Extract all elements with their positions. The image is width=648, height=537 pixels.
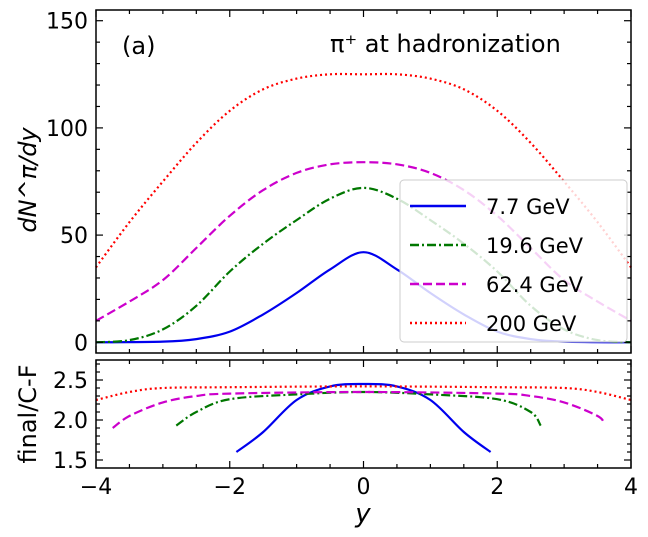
bottom-series-line-1 [175,390,542,427]
bottom-ticks-group: −4 −2 0 2 4 1.5 2.0 2.5 [53,360,638,500]
legend: 7.7 GeV 19.6 GeV 62.4 GeV 200 GeV [399,179,628,343]
top-y-tick-label: 150 [46,10,88,35]
panel-annotation: π⁺ at hadronization [330,30,561,58]
top-series-line-3 [95,72,632,268]
bottom-series-line-0 [235,382,492,453]
legend-items: 7.7 GeV 19.6 GeV 62.4 GeV 200 GeV [410,195,584,336]
legend-label-1: 19.6 GeV [486,234,584,258]
bottom-y-tick-label: 2.0 [53,409,88,434]
top-ticks-group: 0 50 100 150 [46,10,632,356]
legend-label-2: 62.4 GeV [486,273,584,297]
x-tick-label: 0 [357,475,371,500]
legend-label-0: 7.7 GeV [486,195,570,219]
x-axis-label: y [354,499,371,529]
bottom-series-group [95,382,632,453]
bottom-y-axis-label: final/C-F [14,364,42,463]
top-panel: 0 50 100 150 (a) π⁺ at hadronization dN^π/d… [14,9,632,356]
bottom-panel: −4 −2 0 2 4 1.5 2.0 2.5 final/C-F y [14,359,638,529]
top-y-axis-label: dN^π/dy [14,127,42,233]
x-tick-label: −2 [214,475,246,500]
top-series-line-1 [95,186,632,344]
top-y-tick-label: 50 [60,224,88,249]
bottom-y-tick-label: 1.5 [53,449,88,474]
top-y-tick-label: 100 [46,117,88,142]
bottom-y-tick-label: 2.5 [53,369,88,394]
legend-label-3: 200 GeV [486,312,577,336]
bottom-series-line-2 [112,390,606,429]
panel-label: (a) [122,32,155,60]
x-tick-label: −4 [80,475,112,500]
top-y-tick-label: 0 [74,331,88,356]
x-tick-label: 2 [490,475,504,500]
legend-box [399,179,628,343]
x-tick-label: 4 [624,475,638,500]
